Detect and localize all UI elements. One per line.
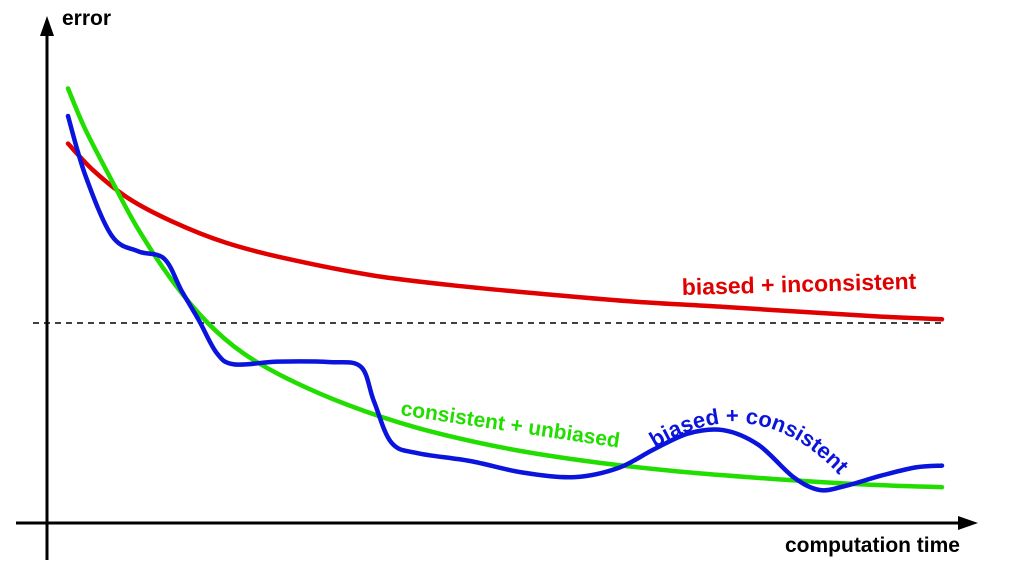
label-biased-inconsistent: biased + inconsistent [681, 268, 916, 300]
y-axis-label: error [62, 7, 111, 30]
label-consistent-unbiased: consistent + unbiased [399, 397, 621, 452]
y-axis-arrowhead [40, 16, 54, 36]
x-axis-label: computation time [785, 534, 960, 557]
x-axis-arrowhead [958, 516, 978, 530]
